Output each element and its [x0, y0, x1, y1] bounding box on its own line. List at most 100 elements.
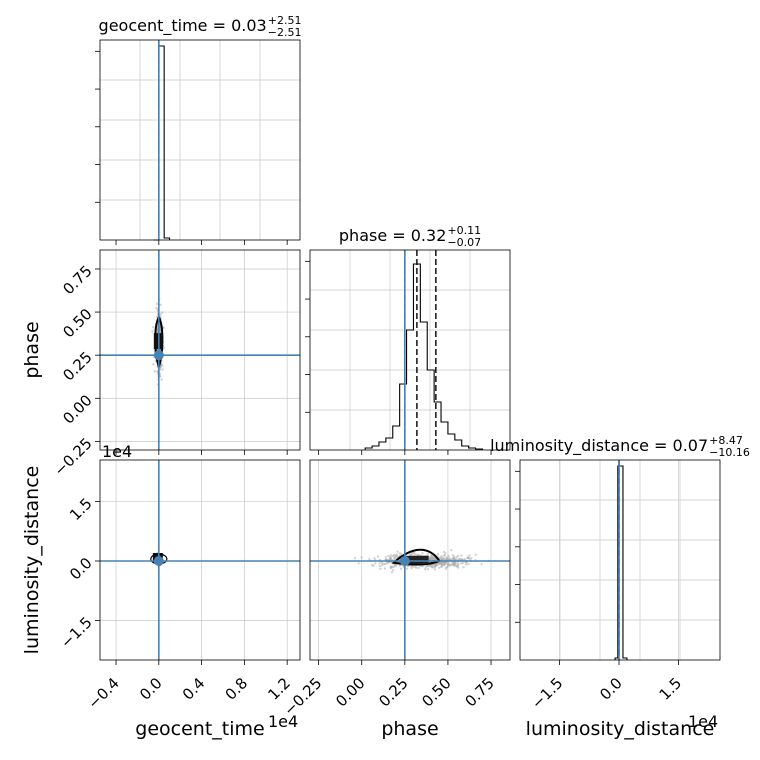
truth-layer — [100, 40, 620, 660]
sample-point — [480, 563, 483, 566]
sample-point — [423, 568, 427, 571]
panel-frame — [99, 249, 301, 451]
y-axis-label-phase: phase — [21, 321, 43, 378]
truth-marker — [153, 555, 164, 566]
x-tick-label-luminosity_distance: −1.5 — [528, 674, 566, 712]
x-tick-label-phase: 0.50 — [418, 674, 454, 710]
sample-point — [447, 562, 450, 565]
y-tick-label-luminosity_distance: 0.0 — [66, 554, 96, 584]
sample-point — [430, 555, 433, 558]
sample-point — [391, 568, 395, 572]
x-tick-label-luminosity_distance: 1.5 — [656, 674, 686, 704]
title-lower-error: −10.16 — [709, 446, 750, 459]
sample-point — [459, 562, 463, 565]
sample-point — [160, 363, 163, 366]
sample-point — [428, 556, 432, 560]
truth-marker — [399, 555, 410, 566]
sample-point — [159, 313, 162, 316]
sample-point — [442, 557, 446, 560]
sample-point — [446, 558, 449, 561]
sample-point — [415, 566, 418, 570]
x-tick-label-geocent_time: 0.4 — [179, 674, 209, 704]
sample-point — [452, 564, 456, 567]
sample-point — [151, 330, 154, 333]
panel-frame — [309, 249, 511, 451]
sample-point — [394, 563, 397, 567]
x-tick-label-luminosity_distance: 0.0 — [596, 674, 626, 704]
sample-point — [405, 567, 409, 570]
sample-point — [426, 567, 430, 571]
sample-point — [155, 302, 159, 306]
sample-point — [417, 566, 421, 570]
sample-point — [161, 368, 164, 371]
grid-layer — [100, 40, 720, 660]
sample-point — [380, 564, 384, 567]
sample-point — [474, 553, 478, 556]
sample-point — [440, 554, 443, 558]
sample-point — [456, 554, 460, 558]
sample-point — [378, 564, 382, 568]
sample-point — [437, 566, 441, 570]
sample-point — [152, 363, 155, 366]
sample-point — [442, 550, 446, 554]
sample-point — [462, 565, 465, 569]
histogram-luminosity_distance — [614, 465, 628, 660]
text-layer: −0.4 0.0 0.4 0.8 1.2−0.25 0.00 0.25 0.50 0.75 −1.… — [21, 14, 750, 740]
sample-point — [460, 554, 463, 557]
title-lower-error: −0.07 — [447, 236, 481, 249]
sample-point — [378, 561, 381, 565]
title-lower-error: −2.51 — [268, 26, 302, 39]
x-axis-label-luminosity_distance: luminosity_distance — [526, 718, 715, 740]
sample-point — [360, 556, 363, 559]
sample-point — [379, 567, 382, 570]
sample-point — [399, 567, 403, 570]
sample-point — [435, 563, 439, 567]
sample-point — [455, 565, 459, 568]
sample-point — [398, 552, 401, 555]
sample-point — [373, 556, 376, 560]
truth-marker — [153, 350, 164, 361]
x-tick-label-geocent_time: 0.8 — [222, 674, 252, 704]
sample-point — [160, 311, 164, 314]
sample-point — [448, 564, 452, 567]
title-upper-error: +8.47 — [709, 434, 743, 447]
frame-layer — [95, 39, 721, 665]
sample-point — [390, 570, 394, 574]
sample-point — [160, 378, 163, 381]
sample-point — [421, 551, 424, 555]
y-tick-label-phase: 0.25 — [59, 348, 95, 384]
sample-point — [392, 565, 395, 569]
sample-point — [357, 562, 360, 565]
offset-text-geocent_time: 1e4 — [268, 712, 298, 731]
sample-point — [410, 567, 413, 570]
sample-point — [447, 554, 450, 558]
sample-point — [431, 558, 434, 561]
sample-point — [443, 554, 446, 557]
title-upper-error: +0.11 — [447, 224, 481, 237]
offset-text-luminosity_distance-x: 1e4 — [688, 712, 718, 731]
sample-point — [368, 557, 371, 561]
sample-point — [424, 566, 428, 569]
sample-point — [450, 549, 453, 552]
sample-point — [465, 563, 468, 566]
x-tick-label-phase: 0.25 — [375, 674, 411, 710]
sample-point — [433, 568, 437, 571]
sample-point — [467, 563, 470, 566]
sample-point — [159, 303, 162, 307]
sample-point — [457, 563, 460, 566]
sample-point — [446, 565, 449, 569]
title-upper-error: +2.51 — [268, 14, 302, 27]
sample-point — [387, 554, 390, 558]
sample-point — [372, 564, 375, 567]
data-layer — [150, 40, 628, 660]
y-tick-label-luminosity_distance: 1.5 — [66, 495, 96, 525]
sample-point — [436, 552, 440, 556]
sample-point — [442, 563, 446, 567]
title-geocent_time: geocent_time = 0.03 +2.51−2.51 — [99, 14, 302, 39]
title-main: phase = 0.32 — [339, 226, 446, 245]
sample-point — [382, 562, 385, 566]
sample-point — [461, 561, 465, 565]
sample-point — [389, 566, 393, 569]
sample-point — [383, 567, 387, 570]
histogram-phase — [364, 263, 483, 450]
